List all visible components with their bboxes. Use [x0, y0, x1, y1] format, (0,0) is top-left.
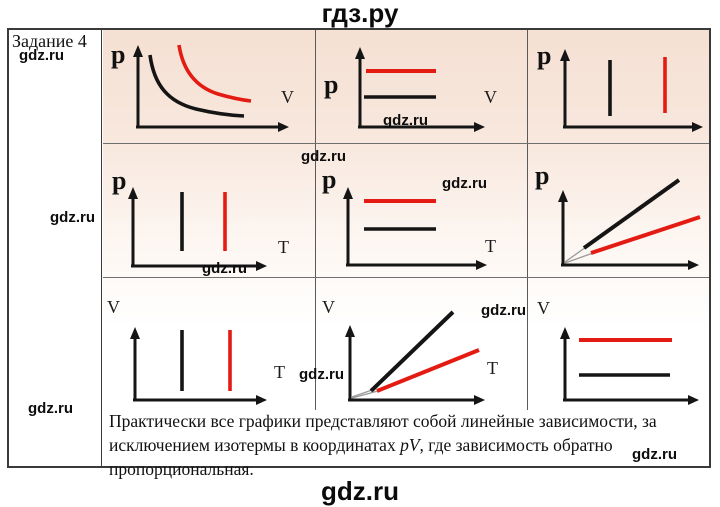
graph-VT-isotherms: V T: [107, 297, 285, 405]
x-axis-label: T: [274, 362, 285, 382]
site-footer: gdz.ru: [321, 476, 399, 506]
y-axis-label: p: [322, 165, 336, 194]
task-column: Задание 4 gdz.ru: [9, 30, 102, 466]
graph-pT-isotherms: p T: [112, 166, 289, 271]
y-axis-label: p: [535, 161, 549, 190]
x-axis-arrow-icon: [474, 122, 485, 132]
answer-text-line1: Практически все графики представляют соб…: [109, 411, 657, 431]
watermark-gdz: gdz.ru: [50, 209, 95, 226]
red-ray: [590, 215, 701, 255]
answer-text-line3: пропорциональная.: [109, 459, 254, 479]
y-axis-label: V: [107, 297, 120, 317]
red-hyperbola: [177, 44, 252, 103]
x-axis-arrow-icon: [256, 261, 267, 271]
graphs-grid: [103, 30, 709, 410]
y-axis-arrow-icon: [343, 187, 353, 199]
watermark-gdz: gdz.ru: [299, 366, 344, 383]
watermark-gdz: gdz.ru: [28, 400, 73, 417]
watermark-gdz: gdz.ru: [301, 148, 346, 165]
graph-pV-isotherms: p V: [111, 40, 294, 132]
math-pv: pV: [400, 435, 420, 455]
red-ray: [376, 348, 480, 393]
watermark-gdz: gdz.ru: [632, 446, 677, 463]
x-axis-arrow-icon: [256, 395, 267, 405]
y-axis-label: p: [537, 41, 551, 70]
watermark-gdz: gdz.ru: [442, 175, 487, 192]
black-ray-origin-segment: [564, 246, 587, 263]
watermark-gdz: gdz.ru: [202, 260, 247, 277]
y-axis-arrow-icon: [133, 45, 143, 57]
y-axis-arrow-icon: [355, 47, 365, 59]
black-ray: [369, 310, 455, 393]
watermark-gdz: gdz.ru: [383, 112, 428, 129]
task-label: Задание 4: [12, 31, 87, 51]
x-axis-label: V: [281, 87, 294, 107]
y-axis-arrow-icon: [560, 327, 570, 339]
x-axis-arrow-icon: [476, 260, 487, 270]
x-axis-arrow-icon: [688, 260, 699, 270]
x-axis-label: T: [485, 236, 496, 256]
y-axis-label: V: [322, 297, 335, 317]
red-ray-origin-segment: [351, 390, 379, 399]
y-axis-arrow-icon: [130, 327, 140, 339]
x-axis-arrow-icon: [692, 122, 703, 132]
y-axis-arrow-icon: [560, 49, 570, 61]
answer-text: Практически все графики представляют соб…: [109, 409, 709, 479]
graph-pV-isobars: p V: [324, 47, 497, 132]
y-axis-label: p: [112, 166, 126, 195]
graph-p-isochores: p: [537, 41, 703, 132]
y-axis-label: p: [324, 70, 338, 99]
x-axis-label: V: [484, 87, 497, 107]
x-axis-label: T: [278, 237, 289, 257]
graph-pT-isobars: p T: [322, 165, 496, 270]
black-hyperbola: [148, 54, 245, 118]
site-title: гдз.ру: [321, 0, 399, 28]
black-ray-origin-segment: [351, 389, 373, 398]
watermark-gdz: gdz.ru: [481, 302, 526, 319]
black-ray: [582, 178, 681, 250]
x-axis-arrow-icon: [688, 395, 699, 405]
x-axis-label: T: [487, 358, 498, 378]
graph-VT-isobars: V T: [322, 297, 498, 405]
grid-divider-horizontal-1: [103, 143, 709, 144]
y-axis-arrow-icon: [128, 187, 138, 199]
grid-divider-vertical-2: [527, 30, 528, 410]
graph-pT-isochores: p: [535, 161, 701, 270]
answer-text-line2: исключением изотермы в координатах pV, г…: [109, 435, 613, 455]
y-axis-label: p: [111, 40, 125, 69]
red-ray-origin-segment: [564, 252, 594, 264]
grid-divider-horizontal-2: [103, 277, 709, 278]
watermark-gdz: gdz.ru: [19, 47, 64, 64]
y-axis-arrow-icon: [345, 325, 355, 337]
grid-divider-vertical-1: [315, 30, 316, 410]
graph-VT-isochores: V: [537, 298, 699, 405]
x-axis-arrow-icon: [278, 122, 289, 132]
y-axis-label: V: [537, 298, 550, 318]
y-axis-arrow-icon: [558, 190, 568, 202]
x-axis-arrow-icon: [474, 395, 485, 405]
